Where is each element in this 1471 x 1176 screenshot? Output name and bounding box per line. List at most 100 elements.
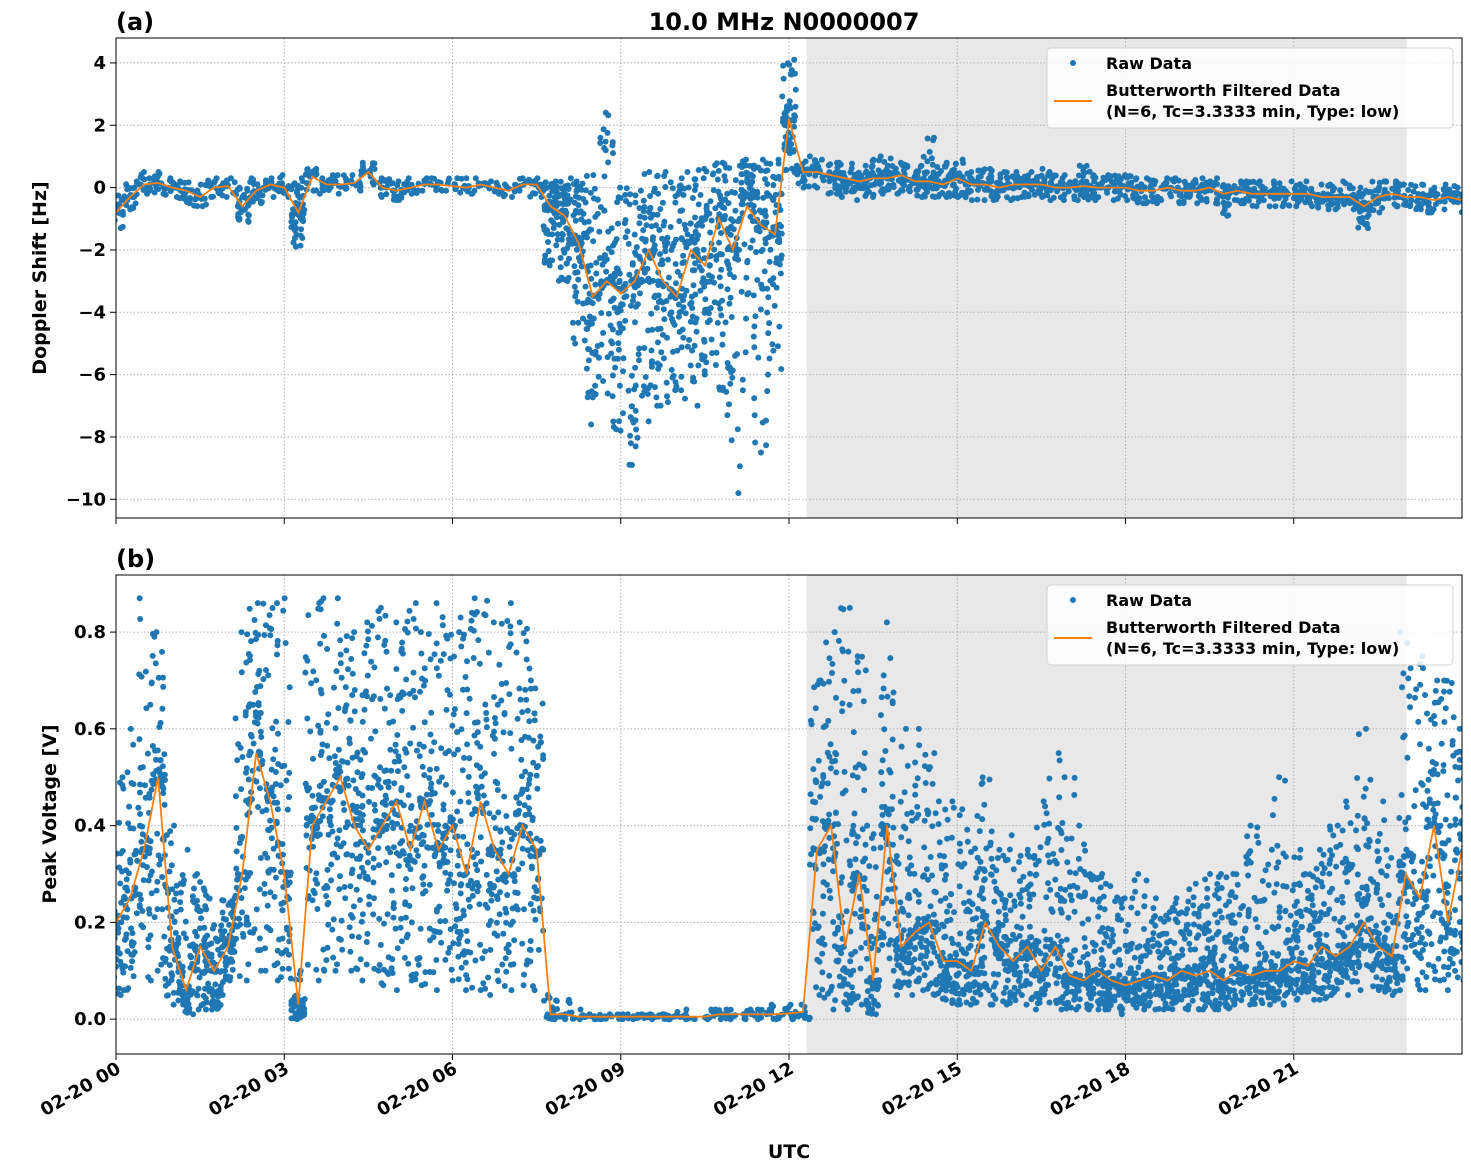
raw-point xyxy=(280,936,286,942)
raw-point xyxy=(656,292,662,298)
raw-point xyxy=(390,970,396,976)
raw-point xyxy=(613,270,619,276)
raw-point xyxy=(482,702,488,708)
raw-point xyxy=(304,832,310,838)
raw-point xyxy=(516,800,522,806)
raw-point xyxy=(349,933,355,939)
raw-point xyxy=(791,57,797,63)
raw-point xyxy=(429,748,435,754)
raw-point xyxy=(634,244,640,250)
raw-point xyxy=(621,355,627,361)
raw-point xyxy=(508,630,514,636)
raw-point xyxy=(1133,177,1139,183)
raw-point xyxy=(751,292,757,298)
raw-point xyxy=(333,760,339,766)
raw-point xyxy=(265,672,271,678)
raw-point xyxy=(1028,183,1034,189)
raw-point xyxy=(334,961,340,967)
raw-point xyxy=(774,285,780,291)
raw-point xyxy=(899,162,905,168)
raw-point xyxy=(353,786,359,792)
raw-point xyxy=(389,888,395,894)
raw-point xyxy=(107,786,113,792)
raw-point xyxy=(709,274,715,280)
raw-point xyxy=(441,651,447,657)
raw-point xyxy=(409,803,415,809)
raw-point xyxy=(255,671,261,677)
raw-point xyxy=(1462,204,1468,210)
raw-point xyxy=(670,349,676,355)
raw-point xyxy=(346,736,352,742)
raw-point xyxy=(618,301,624,307)
raw-point xyxy=(192,873,198,879)
raw-point xyxy=(794,171,800,177)
raw-point xyxy=(239,834,245,840)
raw-point xyxy=(528,901,534,907)
raw-point xyxy=(426,775,432,781)
raw-point xyxy=(238,786,244,792)
raw-point xyxy=(487,992,493,998)
raw-point xyxy=(486,650,492,656)
raw-point xyxy=(726,401,732,407)
raw-point xyxy=(274,652,280,658)
raw-point xyxy=(499,621,505,627)
raw-point xyxy=(317,783,323,789)
raw-point xyxy=(224,958,230,964)
raw-point xyxy=(528,853,534,859)
raw-point xyxy=(513,794,519,800)
raw-point xyxy=(706,310,712,316)
raw-point xyxy=(570,320,576,326)
raw-point xyxy=(636,351,642,357)
raw-point xyxy=(343,648,349,654)
raw-point xyxy=(558,192,564,198)
raw-point xyxy=(324,788,330,794)
raw-point xyxy=(274,600,280,606)
raw-point xyxy=(328,814,334,820)
raw-point xyxy=(854,184,860,190)
raw-point xyxy=(692,176,698,182)
raw-point xyxy=(109,980,115,986)
raw-point xyxy=(645,278,651,284)
raw-point xyxy=(422,678,428,684)
raw-point xyxy=(360,911,366,917)
raw-point xyxy=(653,222,659,228)
raw-point xyxy=(695,403,701,409)
raw-point xyxy=(530,983,536,989)
raw-point xyxy=(1394,203,1400,209)
raw-point xyxy=(882,187,888,193)
raw-point xyxy=(1462,203,1468,209)
raw-point xyxy=(829,661,835,667)
raw-point xyxy=(532,717,538,723)
raw-point xyxy=(317,832,323,838)
raw-point xyxy=(488,178,494,184)
raw-point xyxy=(1220,184,1226,190)
raw-point xyxy=(171,897,177,903)
raw-point xyxy=(768,247,774,253)
raw-point xyxy=(227,974,233,980)
raw-point xyxy=(205,178,211,184)
raw-point xyxy=(413,847,419,853)
raw-point xyxy=(753,249,759,255)
raw-point xyxy=(657,206,663,212)
raw-point xyxy=(1126,181,1132,187)
raw-point xyxy=(438,658,444,664)
raw-point xyxy=(633,427,639,433)
raw-point xyxy=(732,255,738,261)
raw-point xyxy=(434,766,440,772)
raw-point xyxy=(267,889,273,895)
raw-point xyxy=(269,767,275,773)
raw-point xyxy=(399,938,405,944)
raw-point xyxy=(783,108,789,114)
raw-point xyxy=(713,362,719,368)
raw-point xyxy=(264,855,270,861)
raw-point xyxy=(766,320,772,326)
raw-point xyxy=(858,173,864,179)
raw-point xyxy=(106,931,112,937)
raw-point xyxy=(194,898,200,904)
raw-point xyxy=(727,381,733,387)
panel-b-label: (b) xyxy=(116,545,155,573)
raw-point xyxy=(325,711,331,717)
raw-point xyxy=(422,981,428,987)
raw-point xyxy=(819,987,825,993)
raw-point xyxy=(177,899,183,905)
